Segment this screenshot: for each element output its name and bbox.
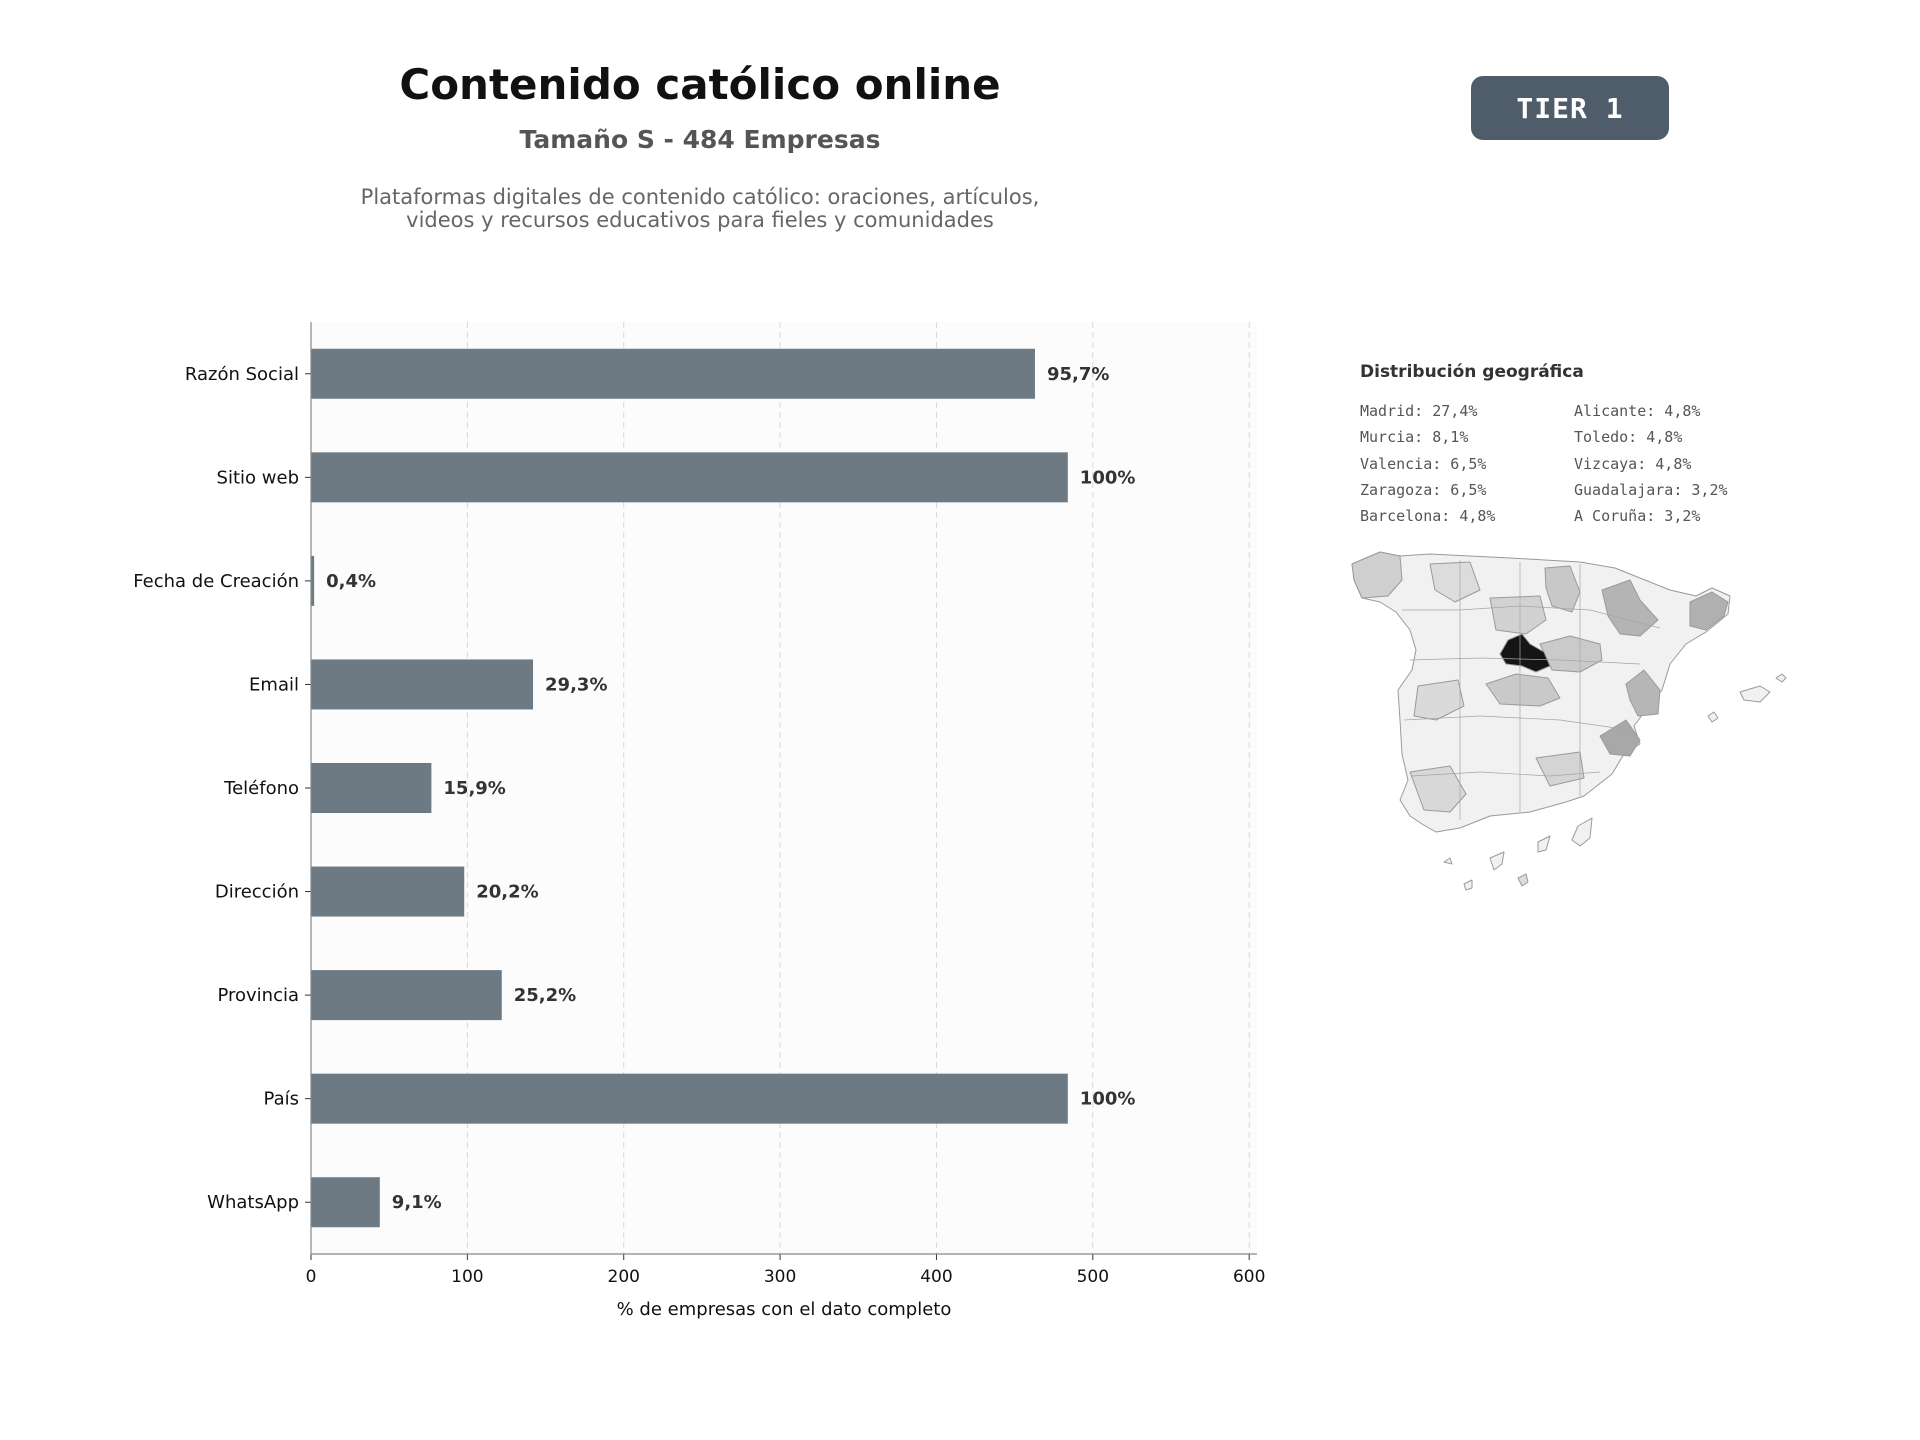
x-tick-label: 0 bbox=[306, 1267, 317, 1287]
geo-distribution-list: Madrid: 27,4% Murcia: 8,1% Valencia: 6,5… bbox=[1360, 398, 1800, 529]
map-region bbox=[1489, 595, 1547, 635]
x-tick-label: 500 bbox=[1077, 1267, 1109, 1287]
x-tick-label: 200 bbox=[608, 1267, 640, 1287]
bar bbox=[311, 970, 502, 1021]
description-line-2: videos y recursos educativos para fieles… bbox=[406, 208, 994, 232]
map-region bbox=[1539, 635, 1603, 673]
map-balearic bbox=[1707, 711, 1719, 723]
map-canary bbox=[1463, 879, 1473, 891]
completeness-bar-chart: 0 100 200 300 400 500 600 Razón Social 95,7% Siti… bbox=[133, 322, 1265, 1320]
map-balearic bbox=[1775, 673, 1787, 683]
geo-item: Barcelona: 4,8% bbox=[1360, 507, 1496, 526]
page-title: Contenido católico online bbox=[399, 60, 1001, 109]
map-region bbox=[1625, 669, 1661, 717]
geo-item: A Coruña: 3,2% bbox=[1574, 507, 1701, 526]
geo-item: Zaragoza: 6,5% bbox=[1360, 480, 1487, 499]
category-label: País bbox=[264, 1089, 299, 1110]
bar bbox=[311, 452, 1068, 503]
geo-right-column: Alicante: 4,8% Toledo: 4,8% Vizcaya: 4,8… bbox=[1574, 398, 1800, 529]
geo-item: Alicante: 4,8% bbox=[1574, 402, 1701, 420]
tier-badge: TIER 1 bbox=[1471, 76, 1669, 140]
x-tick-label: 300 bbox=[764, 1267, 796, 1287]
map-region bbox=[1599, 719, 1641, 757]
description-line-1: Plataformas digitales de contenido catól… bbox=[360, 185, 1040, 209]
x-tick-label: 600 bbox=[1233, 1267, 1265, 1287]
bar bbox=[311, 1177, 380, 1228]
data-label: 29,3% bbox=[545, 674, 607, 695]
bar bbox=[311, 1073, 1068, 1124]
map-canary bbox=[1537, 835, 1551, 853]
bar bbox=[311, 555, 315, 606]
data-label: 100% bbox=[1080, 467, 1136, 488]
bar bbox=[311, 348, 1035, 399]
map-region bbox=[1485, 673, 1561, 707]
data-label: 15,9% bbox=[443, 778, 505, 799]
map-canary bbox=[1443, 857, 1453, 865]
bar bbox=[311, 659, 534, 710]
map-region bbox=[1689, 591, 1729, 631]
data-label: 25,2% bbox=[514, 985, 576, 1006]
category-label: WhatsApp bbox=[207, 1192, 299, 1213]
bar bbox=[311, 866, 465, 917]
category-label: Sitio web bbox=[217, 467, 299, 488]
map-canary bbox=[1517, 873, 1529, 887]
geo-item: Murcia: 8,1% bbox=[1360, 428, 1469, 447]
map-balearic bbox=[1739, 685, 1771, 703]
category-label: Teléfono bbox=[223, 778, 299, 799]
map-region bbox=[1429, 561, 1481, 603]
x-axis-label: % de empresas con el dato completo bbox=[617, 1299, 952, 1320]
category-label: Dirección bbox=[215, 882, 299, 903]
geo-left-column: Madrid: 27,4% Murcia: 8,1% Valencia: 6,5… bbox=[1360, 398, 1574, 529]
geo-item: Madrid: 27,4% bbox=[1360, 402, 1478, 420]
data-label: 95,7% bbox=[1047, 364, 1109, 385]
category-label: Email bbox=[249, 674, 299, 695]
geo-item: Guadalajara: 3,2% bbox=[1574, 480, 1728, 499]
map-region bbox=[1351, 551, 1403, 599]
map-region bbox=[1535, 751, 1585, 787]
page-subtitle: Tamaño S - 484 Empresas bbox=[519, 125, 881, 154]
map-canary bbox=[1571, 817, 1593, 847]
category-label: Provincia bbox=[217, 985, 299, 1006]
map-canary bbox=[1489, 851, 1505, 871]
data-label: 0,4% bbox=[326, 571, 376, 592]
data-label: 9,1% bbox=[392, 1192, 442, 1213]
map-region bbox=[1601, 579, 1659, 637]
category-label: Fecha de Creación bbox=[133, 571, 299, 592]
geo-item: Vizcaya: 4,8% bbox=[1574, 454, 1692, 473]
page-description: Plataformas digitales de contenido catól… bbox=[200, 186, 1200, 232]
geo-item: Valencia: 6,5% bbox=[1360, 454, 1487, 473]
data-label: 100% bbox=[1080, 1089, 1136, 1110]
bar bbox=[311, 763, 432, 813]
category-label: Razón Social bbox=[185, 364, 299, 385]
geo-distribution-title: Distribución geográfica bbox=[1360, 362, 1584, 382]
x-tick-label: 400 bbox=[920, 1267, 952, 1287]
spain-province-map bbox=[1351, 551, 1787, 891]
map-region bbox=[1409, 765, 1467, 813]
geo-item: Toledo: 4,8% bbox=[1574, 428, 1683, 447]
map-region bbox=[1413, 679, 1465, 721]
x-tick-label: 100 bbox=[451, 1267, 483, 1287]
map-region-madrid bbox=[1499, 633, 1551, 673]
data-label: 20,2% bbox=[476, 882, 538, 903]
map-region bbox=[1544, 565, 1581, 613]
